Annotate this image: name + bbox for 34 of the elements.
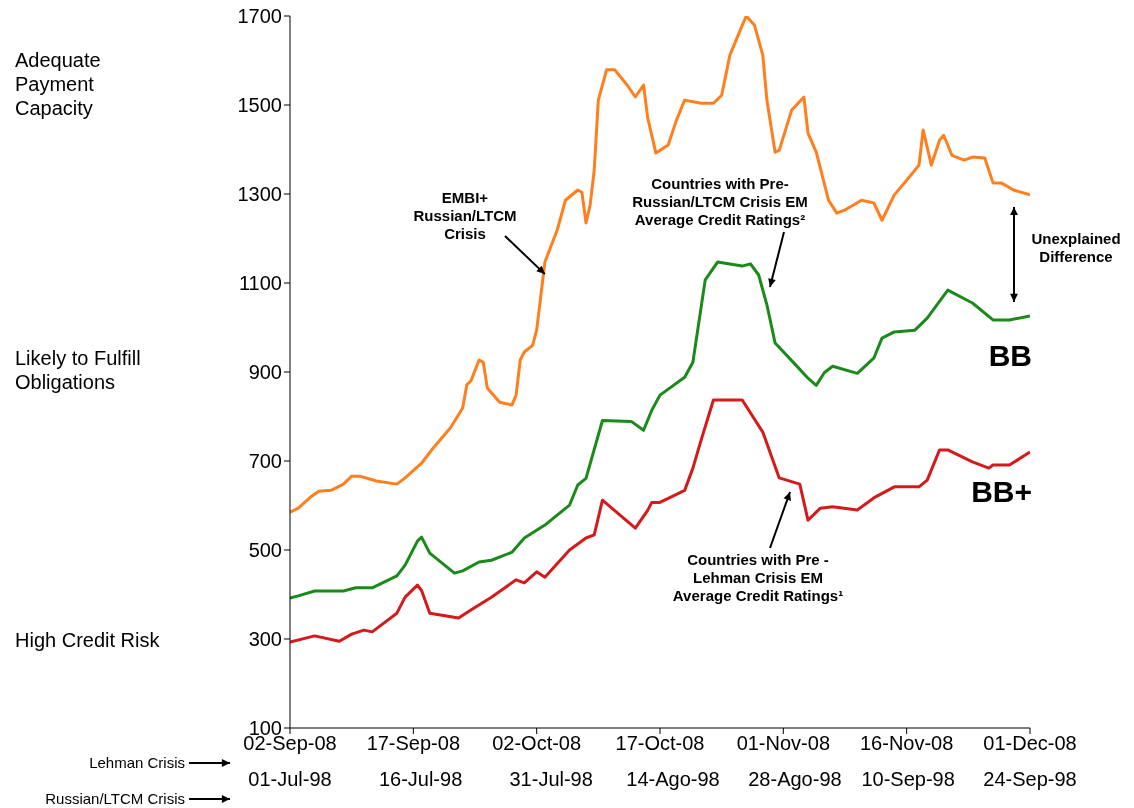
x2-axis-title: Russian/LTCM Crisis (45, 790, 185, 807)
y-tick-label: 1100 (238, 272, 282, 295)
line-series (290, 16, 1030, 514)
y-tick-label: 1500 (237, 94, 282, 117)
text: Unexplained Difference (1030, 230, 1122, 266)
x-tick-label: 01-Dec-08 (983, 732, 1077, 755)
x2-tick-label: 28-Ago-98 (748, 768, 842, 791)
x2-tick-label: 10-Sep-98 (861, 768, 955, 791)
y-tick-label: 900 (248, 361, 282, 384)
text: High Credit Risk (15, 628, 161, 652)
line-series (290, 398, 1030, 644)
x-axis-title: Lehman Crisis (89, 754, 185, 771)
series-label: BB (988, 338, 1032, 372)
annotation: Countries with Pre - Lehman Crisis EM Average Credit Ratings¹ (671, 551, 845, 605)
x-tick-label: 01-Nov-08 (736, 732, 831, 755)
y-tick-label: 1300 (237, 183, 282, 206)
x2-tick-label: 31-Jul-98 (509, 768, 593, 791)
x2-tick-label: 24-Sep-98 (983, 768, 1077, 791)
y-tick-label: 500 (248, 539, 282, 562)
x-tick-label: 17-Oct-08 (615, 732, 705, 755)
x-tick-label: 02-Oct-08 (492, 732, 582, 755)
x2-tick-label: 16-Jul-98 (378, 768, 463, 791)
annotation: EMBI+ Russian/LTCM Crisis (412, 189, 518, 243)
x-tick-label: 17-Sep-08 (366, 732, 461, 755)
text: Likely to Fulfill Obligations (15, 346, 142, 394)
y-tick-label: 700 (248, 450, 282, 473)
y-tick-label: 1700 (237, 5, 282, 28)
x2-tick-label: 01-Jul-98 (248, 768, 332, 791)
annotation: Countries with Pre-Russian/LTCM Crisis EM Average Credit Ratings² (631, 175, 809, 229)
x2-tick-label: 14-Ago-98 (626, 768, 720, 791)
x-tick-label: 16-Nov-08 (859, 732, 954, 755)
series-label: BB+ (971, 475, 1032, 509)
text: Adequate Payment Capacity (15, 48, 102, 120)
y-tick-label: 300 (248, 628, 282, 651)
